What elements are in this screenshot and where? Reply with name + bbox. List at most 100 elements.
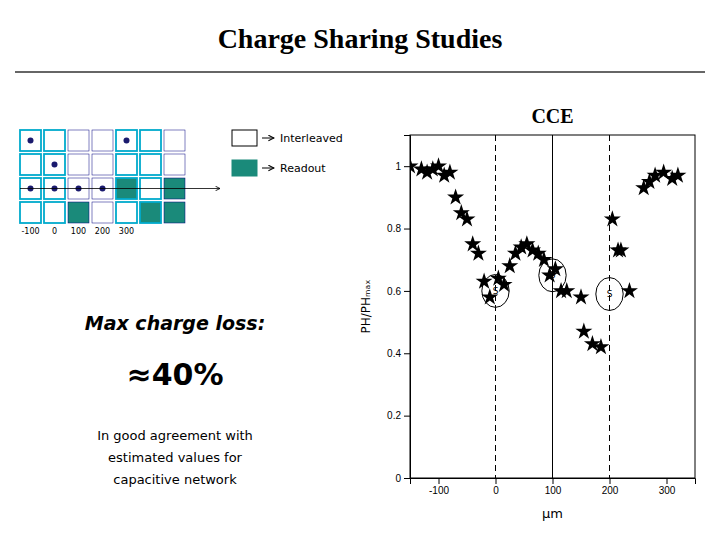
y-tick-mark: [404, 416, 410, 417]
pixel-cell: [44, 202, 65, 223]
scatter-point: [441, 163, 458, 179]
legend-arrow: [262, 168, 274, 169]
scan-line: [20, 188, 220, 189]
x-tick: 100: [545, 478, 562, 496]
annotation: Max charge loss:: [85, 312, 265, 334]
scatter-point: [669, 167, 686, 183]
pixel-cell: [140, 202, 161, 223]
x-tick: -100: [429, 478, 449, 496]
x-tick-label: 200: [602, 485, 619, 496]
y-axis-line: [404, 136, 411, 479]
legend-arrow: [262, 138, 274, 139]
x-tick: 300: [659, 478, 676, 496]
pixel-cell: [116, 154, 137, 175]
annotation: In good agreement withestimated values f…: [97, 428, 253, 487]
subtitle: CCE: [531, 105, 573, 127]
y-tick-label: 1: [395, 161, 401, 172]
x-tick-mark: [553, 478, 554, 484]
pixel-cell: [164, 130, 185, 151]
y-tick: 0.8: [387, 223, 410, 234]
highlight-label: S: [607, 289, 613, 299]
pixel-cell: [92, 202, 113, 223]
plot-frame: [410, 135, 695, 478]
scatter-point: [458, 210, 475, 226]
y-tick-label: 0.2: [387, 410, 401, 421]
highlight-label: S: [550, 270, 556, 280]
pixel-cell: [68, 130, 89, 151]
pixel-dot: [52, 162, 58, 168]
pixel-cell: [116, 130, 137, 151]
vertical-line: [495, 135, 496, 478]
title: Charge Sharing Studies: [218, 23, 503, 54]
legend-swatch: [232, 130, 257, 146]
annotation: ≈40%: [127, 357, 224, 392]
pixel-cell: [20, 130, 41, 151]
pixel-cell: [44, 154, 65, 175]
x-tick-mark: [610, 478, 611, 484]
pixel-cell: [44, 130, 65, 151]
y-tick-mark: [404, 229, 410, 230]
highlight-circle: [539, 259, 566, 292]
y-tick-mark: [404, 291, 410, 292]
y-tick: 1: [395, 161, 410, 172]
pixel-cell: [68, 154, 89, 175]
scale-label: 0: [52, 227, 57, 236]
pixel-cell: [92, 130, 113, 151]
x-tick-label: 100: [545, 485, 562, 496]
x-axis: -100 0 100 200 300: [411, 478, 696, 496]
y-tick: 0.4: [387, 348, 410, 359]
scatter-point: [470, 245, 487, 261]
x-tick-mark: [667, 478, 668, 484]
pixel-dot: [28, 138, 34, 144]
x-axis-line: [411, 479, 696, 485]
pixel-cell: [140, 154, 161, 175]
x-tick: 0: [493, 478, 499, 496]
legend-label: Interleaved: [280, 132, 343, 145]
y-tick-label: 0: [395, 473, 401, 484]
x-tick-label: 300: [659, 485, 676, 496]
y-tick-label: 0.4: [387, 348, 401, 359]
scatter-point: [447, 188, 464, 204]
scale-label: 300: [119, 227, 134, 236]
y-tick-mark: [404, 478, 410, 479]
pixel-cell: [164, 154, 185, 175]
x-axis-title: μm: [542, 506, 563, 521]
vertical-line: [609, 135, 610, 478]
scatter-point: [592, 338, 609, 354]
y-tick: 0.2: [387, 410, 410, 421]
highlight-circle: [596, 278, 623, 311]
scatter-point: [410, 157, 419, 173]
pixel-cell: [68, 202, 89, 223]
pixel-cell: [140, 130, 161, 151]
scatter-point: [501, 257, 518, 273]
pixel-cell: [164, 202, 185, 223]
x-tick-mark: [439, 478, 440, 484]
scale-label: 200: [95, 227, 110, 236]
y-axis-title: PH/PHₘₐₓ: [359, 279, 373, 333]
legend-swatch: [232, 160, 257, 176]
pixel-cell: [116, 202, 137, 223]
scatter-point: [575, 322, 592, 338]
x-tick: 200: [602, 478, 619, 496]
x-tick-label: -100: [429, 485, 449, 496]
highlight-circle: [482, 274, 509, 307]
scale-label: -100: [21, 227, 39, 236]
scatter-point: [604, 210, 621, 226]
y-tick-label: 0.8: [387, 223, 401, 234]
scatter-point: [558, 282, 575, 298]
x-tick-mark: [496, 478, 497, 484]
vertical-line: [552, 135, 553, 478]
chart: Charge Sharing StudiesCCESSS-10001002003…: [0, 0, 720, 540]
scatter-point: [612, 241, 629, 257]
x-tick-label: 0: [493, 485, 499, 496]
highlight-label: S: [493, 286, 499, 296]
pixel-cell: [20, 154, 41, 175]
pixel-cell: [92, 154, 113, 175]
diagram: InterleavedReadout-1000100200300: [20, 130, 343, 236]
scale-label: 100: [71, 227, 86, 236]
y-tick-mark: [404, 166, 410, 167]
pixel-cell: [20, 202, 41, 223]
plot-area: [410, 135, 686, 478]
y-axis: 00.20.40.60.81: [387, 136, 410, 484]
title-rule: [15, 71, 705, 73]
